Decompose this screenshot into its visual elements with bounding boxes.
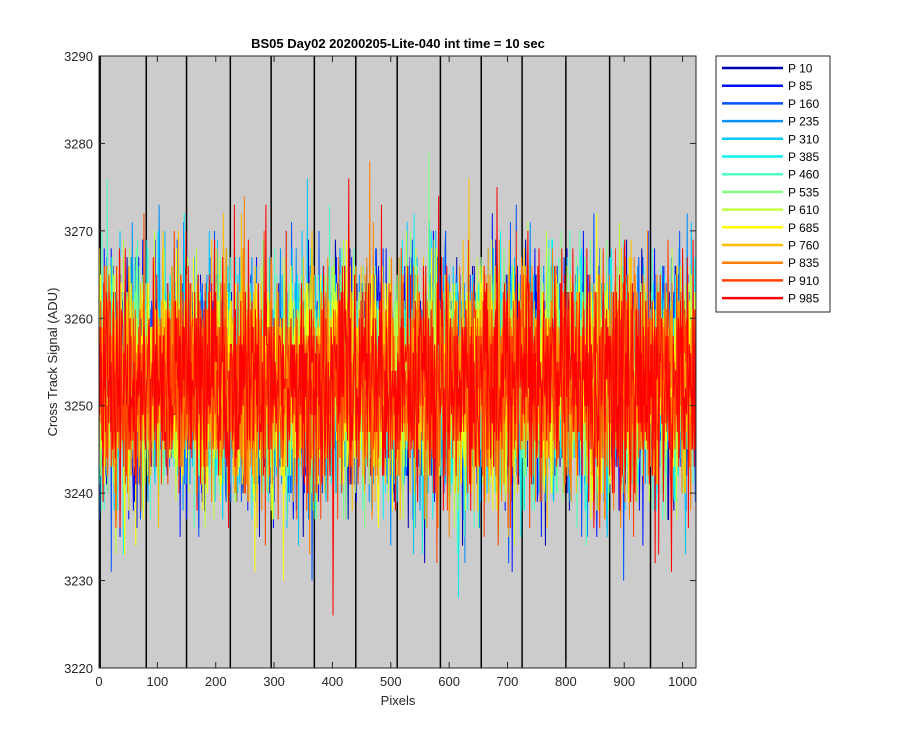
y-tick-label: 3270 — [64, 224, 93, 239]
legend-entry-label: P 985 — [788, 292, 819, 306]
x-tick-label: 900 — [613, 674, 635, 689]
y-tick-label: 3250 — [64, 399, 93, 414]
x-tick-label: 0 — [95, 674, 102, 689]
x-tick-label: 200 — [205, 674, 227, 689]
series-group — [98, 152, 696, 616]
x-tick-label: 700 — [497, 674, 519, 689]
y-tick-label: 3240 — [64, 486, 93, 501]
x-tick-label: 600 — [438, 674, 460, 689]
x-tick-label: 800 — [555, 674, 577, 689]
legend-entry-label: P 685 — [788, 221, 819, 235]
y-axis-label: Cross Track Signal (ADU) — [45, 288, 60, 437]
legend-entry-label: P 235 — [788, 115, 819, 129]
x-tick-label: 500 — [380, 674, 402, 689]
y-tick-label: 3290 — [64, 49, 93, 64]
plot-frame — [98, 55, 697, 669]
x-axis: 0 100 200 300 400 500 600 700 800 900 1000 — [95, 56, 697, 689]
legend-entry-label: P 835 — [788, 256, 819, 270]
legend-box — [715, 55, 831, 313]
legend-entry-label: P 760 — [788, 239, 819, 253]
series-line-p985 — [98, 178, 696, 616]
y-tick-label: 3260 — [64, 311, 93, 326]
legend-entry-label: P 910 — [788, 274, 819, 288]
legend-entry-label: P 10 — [788, 62, 813, 76]
legend-entry-label: P 85 — [788, 79, 813, 93]
y-tick-label: 3220 — [64, 661, 93, 676]
legend-entry-label: P 610 — [788, 203, 819, 217]
x-axis-label: Pixels — [381, 693, 416, 708]
legend-entry-label: P 460 — [788, 168, 819, 182]
y-axis: 3220 3230 3240 3250 3260 3270 3280 3290 — [64, 49, 696, 676]
y-tick-label: 3280 — [64, 136, 93, 151]
x-tick-label: 300 — [263, 674, 285, 689]
x-tick-label: 1000 — [668, 674, 697, 689]
chart-title: BS05 Day02 20200205-Lite-040 int time = … — [251, 36, 545, 51]
y-tick-label: 3230 — [64, 574, 93, 589]
legend-entry-label: P 310 — [788, 132, 819, 146]
legend-entry-label: P 160 — [788, 97, 819, 111]
legend: P 10 P 85 P 160 P 235 P 310 P 385 P 460 P 535 P … — [715, 55, 831, 313]
x-tick-label: 100 — [147, 674, 169, 689]
legend-entry-label: P 385 — [788, 150, 819, 164]
legend-entry-label: P 535 — [788, 185, 819, 199]
x-tick-label: 400 — [322, 674, 344, 689]
